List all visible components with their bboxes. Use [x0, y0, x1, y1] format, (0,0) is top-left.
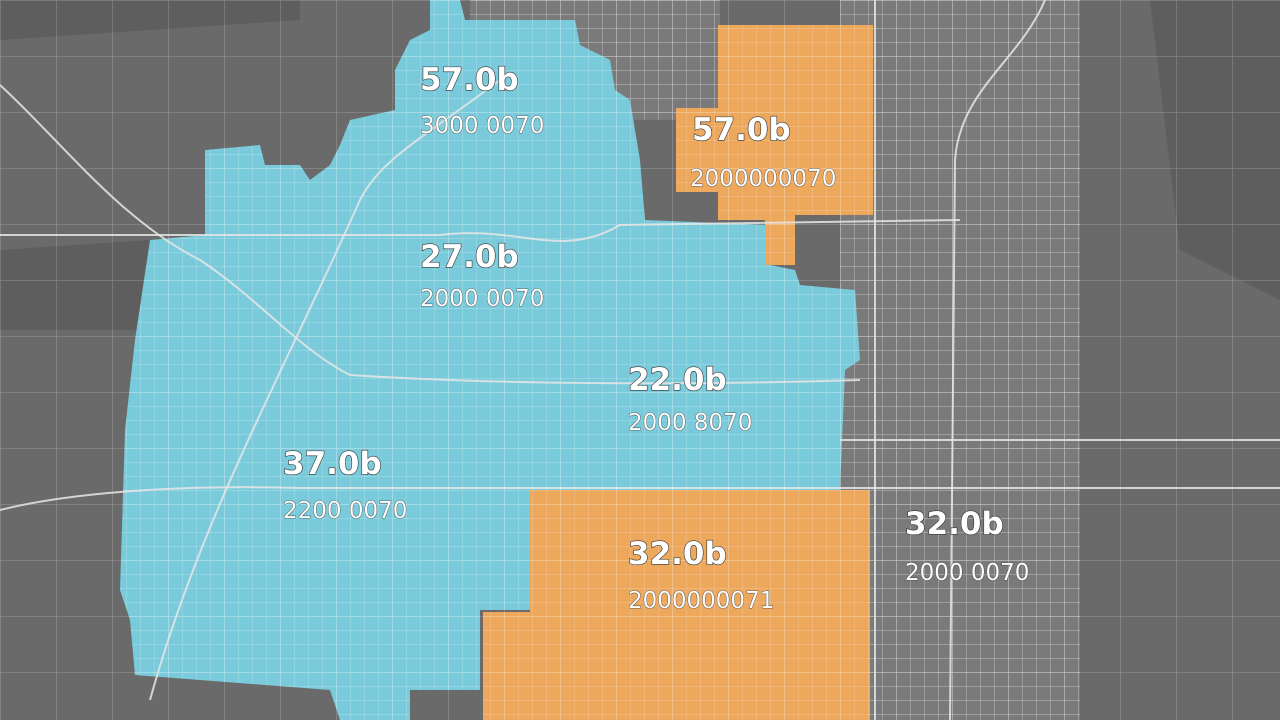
region-label: 57.0b 2000000070 [690, 111, 837, 192]
region-subvalue: 2000000071 [628, 588, 774, 614]
road [0, 219, 961, 242]
region-subvalue: 3000 0070 [420, 113, 544, 139]
region-value: 32.0b [628, 536, 727, 572]
region-label: 22.0b 2000 8070 [627, 361, 752, 436]
region-subvalue: 2000000070 [690, 166, 836, 192]
region-value: 37.0b [283, 446, 382, 482]
region-label: 32.0b 2000000071 [627, 535, 774, 614]
region-value: 27.0b [420, 239, 519, 275]
region-value: 22.0b [628, 362, 727, 398]
road [149, 79, 501, 701]
region-label: 32.0b 2000 0070 [904, 505, 1029, 586]
region-label: 27.0b 2000 0070 [419, 238, 544, 312]
region-value: 32.0b [905, 506, 1004, 542]
region-subvalue: 2000 0070 [420, 286, 544, 312]
region-label: 57.0b 3000 0070 [419, 61, 544, 139]
region-value: 57.0b [420, 62, 519, 98]
road [949, 0, 1046, 720]
region-value: 57.0b [692, 112, 791, 148]
region-label: 37.0b 2200 0070 [282, 445, 407, 524]
region-subvalue: 2200 0070 [283, 498, 407, 524]
region-subvalue: 2000 8070 [628, 410, 752, 436]
road [0, 486, 1280, 511]
road [0, 84, 861, 385]
region-subvalue: 2000 0070 [905, 560, 1029, 586]
